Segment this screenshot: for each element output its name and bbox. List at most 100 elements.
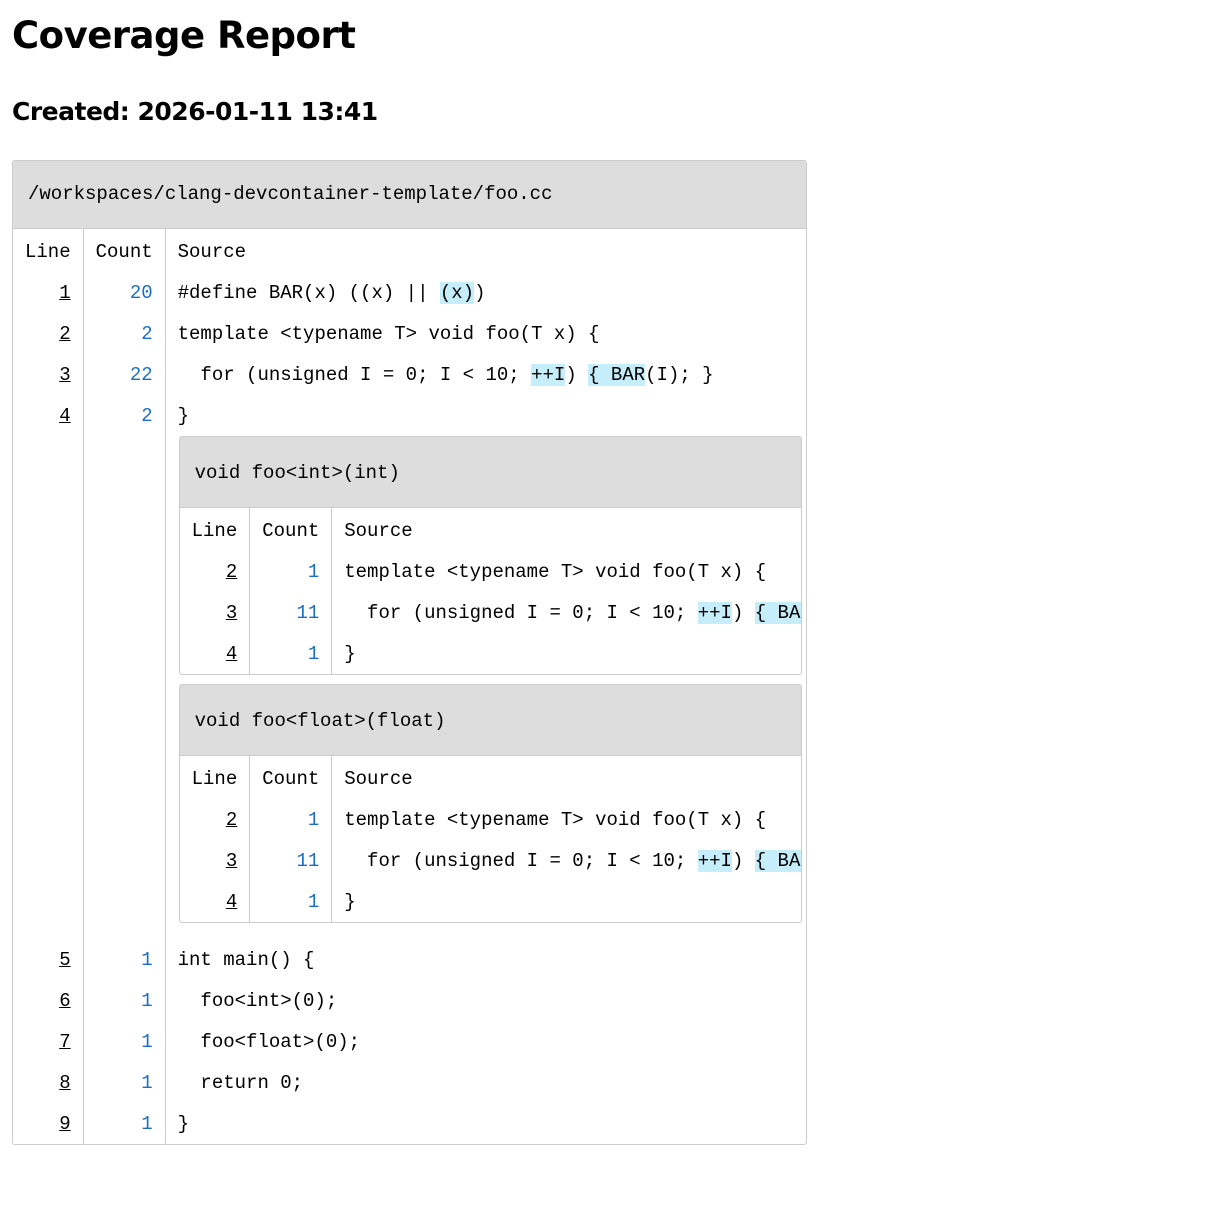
line-number-link[interactable]: 7	[59, 1030, 71, 1053]
line-number-link[interactable]: 2	[225, 560, 238, 583]
table-row: 2 2 template <typename T> void foo(T x) {	[13, 313, 806, 354]
line-number-link[interactable]: 4	[59, 404, 71, 427]
line-number-cell: 2	[13, 313, 84, 354]
code-segment: )	[474, 281, 486, 304]
execution-count: 1	[249, 551, 333, 592]
instantiation-name: void foo<float>(float)	[179, 685, 801, 756]
execution-count: 20	[83, 272, 166, 313]
execution-count: 2	[83, 313, 166, 354]
table-row: 4 1}	[179, 633, 801, 674]
execution-count: 1	[249, 799, 333, 840]
line-number-cell: 6	[13, 980, 84, 1021]
line-number-link[interactable]: 6	[59, 989, 71, 1012]
line-number-link[interactable]: 8	[59, 1071, 71, 1094]
table-row: 5 1 int main() {	[13, 939, 806, 980]
column-header-source: Source	[344, 519, 413, 542]
empty-cell	[83, 436, 166, 939]
instantiation-box: void foo<float>(float) Line Count Source 2 1 t…	[178, 684, 802, 923]
line-number-link[interactable]: 3	[59, 363, 71, 386]
line-number-link[interactable]: 4	[225, 642, 238, 665]
instantiation-table: Line Count Source 2 1 template <typename T> v…	[179, 756, 801, 922]
table-header-row: Line Count Source	[13, 229, 806, 272]
empty-cell	[13, 436, 84, 939]
source-code: #define BAR(x) ((x) || (x))	[165, 272, 806, 313]
uncovered-region: { BAR	[754, 849, 801, 872]
source-code: template <typename T> void foo(T x) {	[165, 313, 806, 354]
execution-count: 1	[83, 1062, 166, 1103]
execution-count: 11	[249, 592, 333, 633]
code-segment: for (unsigned I = 0; I < 10;	[344, 849, 698, 872]
line-number-link[interactable]: 3	[225, 601, 238, 624]
instantiation-table: Line Count Source 2 1 template <typename T> v…	[179, 508, 801, 674]
source-code: for (unsigned I = 0; I < 10; ++I) { BAR(…	[165, 354, 806, 395]
table-row: 3 11 for (unsigned I = 0; I < 10; ++I) { …	[179, 592, 801, 633]
code-segment: #define BAR(x) ((x) ||	[177, 281, 440, 304]
column-header-line: Line	[13, 229, 84, 272]
code-segment: for (unsigned I = 0; I < 10;	[344, 601, 698, 624]
uncovered-region: ++I	[531, 363, 566, 386]
line-number-cell: 5	[13, 939, 84, 980]
source-code: return 0;	[165, 1062, 806, 1103]
execution-count: 1	[83, 980, 166, 1021]
column-header-line: Line	[179, 756, 251, 799]
table-header-row: Line Count Source	[179, 508, 801, 551]
execution-count: 11	[249, 840, 333, 881]
uncovered-region: ++I	[697, 601, 732, 624]
line-number-cell: 3	[13, 354, 84, 395]
table-row: 3 22 for (unsigned I = 0; I < 10; ++I) { …	[13, 354, 806, 395]
line-number-cell: 2	[179, 799, 251, 840]
code-segment: foo<float>(0);	[177, 1030, 361, 1053]
table-row: 1 20 #define BAR(x) ((x) || (x))	[13, 272, 806, 313]
column-header-count: Count	[83, 229, 166, 272]
instantiation-name: void foo<int>(int)	[179, 437, 801, 508]
line-number-cell: 9	[13, 1103, 84, 1144]
code-segment: )	[731, 849, 755, 872]
code-segment: return 0;	[177, 1071, 304, 1094]
instantiations-row: void foo<int>(int) Line Count Source 2 1 templ…	[13, 436, 806, 939]
execution-count: 1	[83, 1103, 166, 1144]
execution-count: 1	[83, 939, 166, 980]
line-number-link[interactable]: 2	[225, 808, 238, 831]
column-header-count: Count	[249, 756, 333, 799]
line-number-link[interactable]: 4	[225, 890, 238, 913]
column-header-line: Line	[179, 508, 251, 551]
table-row: 2 1 template <typename T> void foo(T x) {	[179, 799, 801, 840]
execution-count: 2	[83, 395, 166, 436]
line-number-cell: 7	[13, 1021, 84, 1062]
line-number-link[interactable]: 5	[59, 948, 71, 971]
file-path-header: /workspaces/clang-devcontainer-template/…	[13, 161, 806, 229]
code-segment: )	[731, 601, 755, 624]
line-number-link[interactable]: 1	[59, 281, 71, 304]
code-segment: }	[344, 642, 356, 665]
source-code: int main() {	[165, 939, 806, 980]
code-segment: foo<int>(0);	[177, 989, 338, 1012]
uncovered-region: { BAR	[588, 363, 646, 386]
code-segment: template <typename T> void foo(T x) {	[344, 808, 767, 831]
table-row: 2 1 template <typename T> void foo(T x) {	[179, 551, 801, 592]
line-number-link[interactable]: 9	[59, 1112, 71, 1135]
table-row: 4 2}	[13, 395, 806, 436]
instantiations-cell: void foo<int>(int) Line Count Source 2 1 templ…	[165, 436, 806, 939]
line-number-link[interactable]: 3	[225, 849, 238, 872]
source-code: foo<int>(0);	[165, 980, 806, 1021]
instantiation-box: void foo<int>(int) Line Count Source 2 1 templ…	[178, 436, 802, 675]
line-number-cell: 4	[179, 881, 251, 922]
execution-count: 1	[83, 1021, 166, 1062]
line-number-cell: 3	[179, 840, 251, 881]
line-number-cell: 8	[13, 1062, 84, 1103]
line-number-cell: 3	[179, 592, 251, 633]
table-row: 9 1}	[13, 1103, 806, 1144]
table-row: 3 11 for (unsigned I = 0; I < 10; ++I) { …	[179, 840, 801, 881]
source-code: template <typename T> void foo(T x) {	[332, 799, 801, 840]
source-code: }	[332, 881, 801, 922]
coverage-table: Line Count Source 1 20 #define BAR(x) ((x) ||…	[13, 229, 806, 1144]
file-coverage-box: /workspaces/clang-devcontainer-template/…	[12, 160, 807, 1145]
source-code: for (unsigned I = 0; I < 10; ++I) { BAR(…	[332, 592, 801, 633]
code-segment: }	[177, 404, 190, 427]
code-segment: )	[565, 363, 589, 386]
page-title: Coverage Report	[12, 14, 356, 57]
uncovered-region: (x)	[439, 281, 475, 304]
line-number-link[interactable]: 2	[59, 322, 71, 345]
